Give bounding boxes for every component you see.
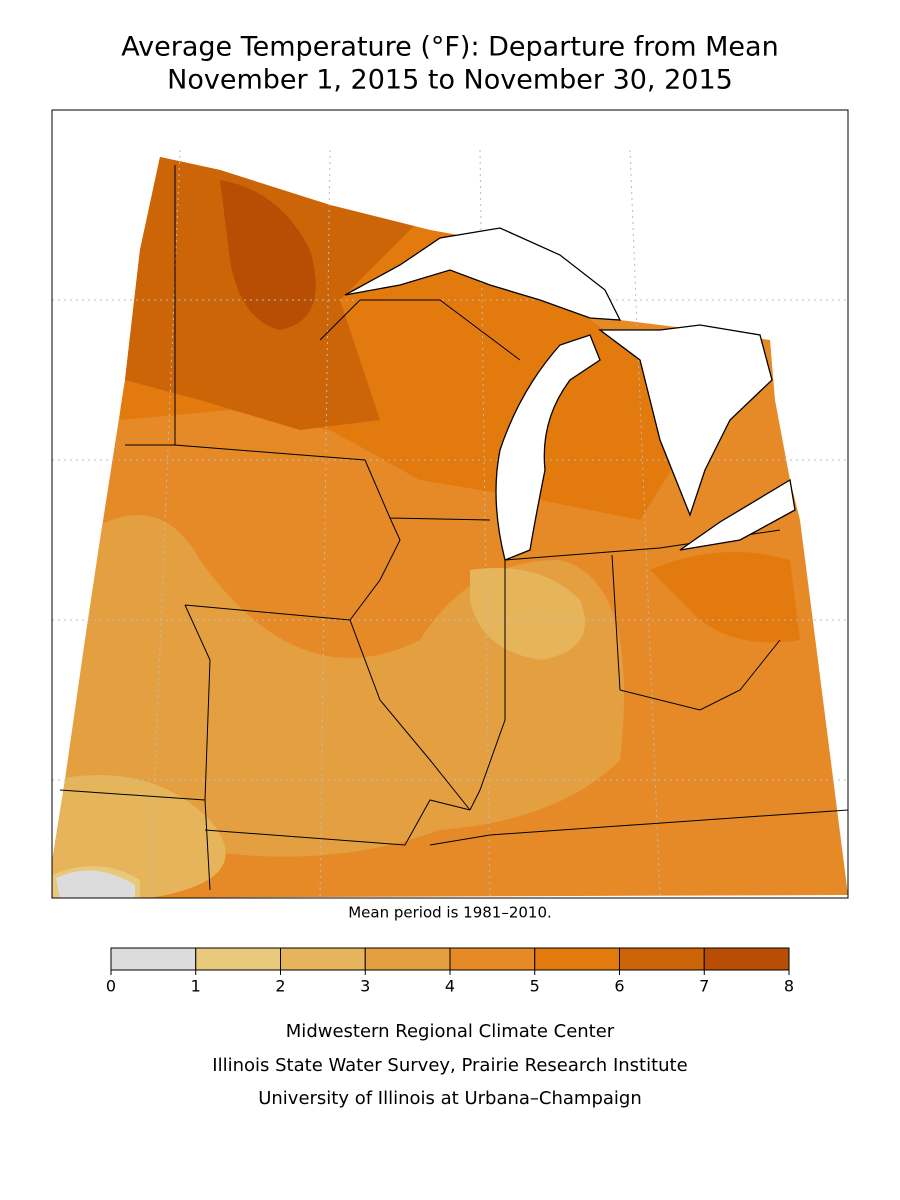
title-line: Average Temperature (°F): Departure from… bbox=[121, 32, 778, 63]
map bbox=[51, 109, 849, 899]
legend-tick-label: 0 bbox=[106, 977, 116, 996]
legend-tick-label: 5 bbox=[530, 977, 540, 996]
legend-tick-label: 6 bbox=[614, 977, 624, 996]
lake-erie bbox=[679, 478, 796, 551]
map-frame bbox=[51, 109, 849, 899]
title-line: November 1, 2015 to November 30, 2015 bbox=[167, 65, 733, 96]
legend-swatch bbox=[703, 947, 790, 971]
field bbox=[52, 568, 585, 898]
legend-tick-label: 4 bbox=[445, 977, 455, 996]
legend-swatch bbox=[619, 947, 705, 971]
legend-swatch bbox=[280, 947, 366, 971]
credit: Midwestern Regional Climate Center bbox=[286, 1021, 615, 1042]
lake-superior bbox=[344, 227, 622, 321]
legend-swatch bbox=[195, 947, 281, 971]
field bbox=[56, 870, 135, 898]
legend-tick-label: 1 bbox=[191, 977, 201, 996]
legend-tick-label: 8 bbox=[784, 977, 794, 996]
legend-tick-label: 7 bbox=[699, 977, 709, 996]
legend-swatch bbox=[364, 947, 451, 971]
lake-huron bbox=[598, 324, 773, 517]
graticule bbox=[52, 149, 848, 899]
legend: 0 1 2 3 4 5 6 7 8 bbox=[106, 947, 794, 996]
legend-swatch bbox=[534, 947, 620, 971]
legend-tick-label: 3 bbox=[360, 977, 370, 996]
mean-period-note: Mean period is 1981–2010. bbox=[348, 904, 552, 922]
credit: Illinois State Water Survey, Prairie Res… bbox=[212, 1055, 687, 1076]
legend-swatch bbox=[110, 947, 197, 971]
lake-michigan bbox=[495, 334, 601, 561]
field bbox=[220, 180, 316, 330]
credit: University of Illinois at Urbana–Champai… bbox=[258, 1088, 642, 1109]
state-borders bbox=[59, 165, 849, 891]
legend-swatch bbox=[449, 947, 536, 971]
legend-tick-label: 2 bbox=[275, 977, 285, 996]
